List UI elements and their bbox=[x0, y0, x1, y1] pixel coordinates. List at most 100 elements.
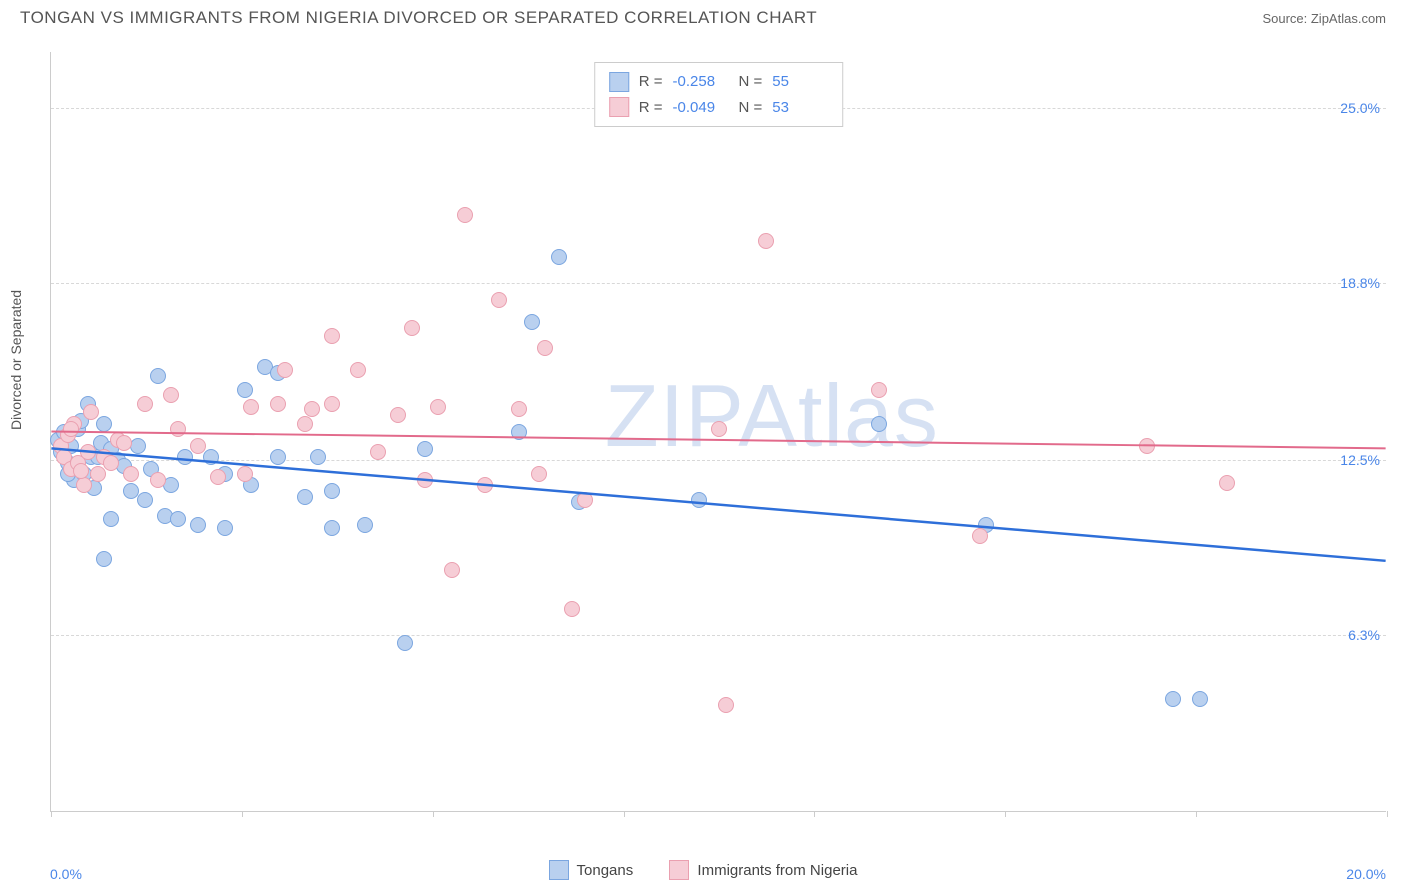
data-point-nigeria bbox=[116, 435, 132, 451]
data-point-tongans bbox=[397, 635, 413, 651]
series-legend: Tongans Immigrants from Nigeria bbox=[0, 860, 1406, 884]
data-point-tongans bbox=[137, 492, 153, 508]
legend-item-nigeria: Immigrants from Nigeria bbox=[669, 860, 857, 880]
data-point-nigeria bbox=[190, 438, 206, 454]
n-value-nigeria: 53 bbox=[772, 95, 828, 121]
data-point-tongans bbox=[217, 520, 233, 536]
r-value-nigeria: -0.049 bbox=[673, 95, 729, 121]
chart-title: TONGAN VS IMMIGRANTS FROM NIGERIA DIVORC… bbox=[20, 8, 817, 28]
x-tick bbox=[433, 811, 434, 817]
data-point-tongans bbox=[871, 416, 887, 432]
x-tick bbox=[242, 811, 243, 817]
data-point-tongans bbox=[96, 416, 112, 432]
data-point-nigeria bbox=[457, 207, 473, 223]
data-point-tongans bbox=[96, 551, 112, 567]
data-point-nigeria bbox=[304, 401, 320, 417]
data-point-tongans bbox=[511, 424, 527, 440]
data-point-nigeria bbox=[871, 382, 887, 398]
chart-header: TONGAN VS IMMIGRANTS FROM NIGERIA DIVORC… bbox=[0, 0, 1406, 42]
data-point-nigeria bbox=[404, 320, 420, 336]
data-point-tongans bbox=[310, 449, 326, 465]
swatch-nigeria-icon bbox=[669, 860, 689, 880]
data-point-nigeria bbox=[537, 340, 553, 356]
data-point-tongans bbox=[270, 449, 286, 465]
x-tick bbox=[51, 811, 52, 817]
data-point-tongans bbox=[357, 517, 373, 533]
data-point-tongans bbox=[1165, 691, 1181, 707]
data-point-tongans bbox=[417, 441, 433, 457]
data-point-nigeria bbox=[417, 472, 433, 488]
data-point-nigeria bbox=[243, 399, 259, 415]
data-point-nigeria bbox=[711, 421, 727, 437]
data-point-nigeria bbox=[210, 469, 226, 485]
data-point-tongans bbox=[691, 492, 707, 508]
data-point-nigeria bbox=[237, 466, 253, 482]
data-point-nigeria bbox=[531, 466, 547, 482]
legend-item-tongans: Tongans bbox=[549, 860, 634, 880]
scatter-layer bbox=[51, 52, 1386, 811]
data-point-nigeria bbox=[103, 455, 119, 471]
data-point-nigeria bbox=[277, 362, 293, 378]
data-point-nigeria bbox=[430, 399, 446, 415]
data-point-nigeria bbox=[297, 416, 313, 432]
data-point-nigeria bbox=[477, 477, 493, 493]
data-point-nigeria bbox=[370, 444, 386, 460]
data-point-tongans bbox=[177, 449, 193, 465]
n-label: N = bbox=[739, 69, 763, 95]
r-label: R = bbox=[639, 95, 663, 121]
data-point-nigeria bbox=[163, 387, 179, 403]
data-point-nigeria bbox=[324, 328, 340, 344]
data-point-nigeria bbox=[324, 396, 340, 412]
swatch-tongans-icon bbox=[549, 860, 569, 880]
legend-row-nigeria: R = -0.049 N = 53 bbox=[609, 95, 829, 121]
data-point-nigeria bbox=[123, 466, 139, 482]
x-tick bbox=[1005, 811, 1006, 817]
chart-plot-area: ZIPAtlas 6.3%12.5%18.8%25.0% R = -0.258 … bbox=[50, 52, 1386, 812]
data-point-nigeria bbox=[170, 421, 186, 437]
swatch-nigeria bbox=[609, 97, 629, 117]
data-point-nigeria bbox=[972, 528, 988, 544]
x-tick bbox=[1387, 811, 1388, 817]
data-point-nigeria bbox=[73, 463, 89, 479]
x-tick bbox=[1196, 811, 1197, 817]
data-point-nigeria bbox=[150, 472, 166, 488]
source-label: Source: ZipAtlas.com bbox=[1262, 11, 1386, 26]
data-point-nigeria bbox=[63, 421, 79, 437]
data-point-tongans bbox=[324, 520, 340, 536]
data-point-nigeria bbox=[1219, 475, 1235, 491]
data-point-tongans bbox=[203, 449, 219, 465]
data-point-nigeria bbox=[390, 407, 406, 423]
data-point-nigeria bbox=[564, 601, 580, 617]
legend-label-nigeria: Immigrants from Nigeria bbox=[697, 862, 857, 879]
data-point-nigeria bbox=[270, 396, 286, 412]
data-point-nigeria bbox=[80, 444, 96, 460]
legend-label-tongans: Tongans bbox=[577, 862, 634, 879]
data-point-nigeria bbox=[350, 362, 366, 378]
data-point-nigeria bbox=[1139, 438, 1155, 454]
data-point-nigeria bbox=[137, 396, 153, 412]
data-point-nigeria bbox=[718, 697, 734, 713]
data-point-nigeria bbox=[83, 404, 99, 420]
data-point-nigeria bbox=[758, 233, 774, 249]
data-point-tongans bbox=[103, 511, 119, 527]
data-point-tongans bbox=[324, 483, 340, 499]
data-point-tongans bbox=[1192, 691, 1208, 707]
data-point-nigeria bbox=[511, 401, 527, 417]
data-point-tongans bbox=[297, 489, 313, 505]
r-value-tongans: -0.258 bbox=[673, 69, 729, 95]
data-point-nigeria bbox=[444, 562, 460, 578]
r-label: R = bbox=[639, 69, 663, 95]
n-label: N = bbox=[739, 95, 763, 121]
n-value-tongans: 55 bbox=[772, 69, 828, 95]
data-point-tongans bbox=[551, 249, 567, 265]
y-axis-label: Divorced or Separated bbox=[8, 290, 24, 430]
data-point-nigeria bbox=[90, 466, 106, 482]
data-point-tongans bbox=[237, 382, 253, 398]
data-point-nigeria bbox=[577, 492, 593, 508]
correlation-legend: R = -0.258 N = 55 R = -0.049 N = 53 bbox=[594, 62, 844, 127]
data-point-nigeria bbox=[76, 477, 92, 493]
data-point-tongans bbox=[150, 368, 166, 384]
data-point-tongans bbox=[170, 511, 186, 527]
x-tick-label-min: 0.0% bbox=[50, 866, 82, 882]
data-point-tongans bbox=[190, 517, 206, 533]
